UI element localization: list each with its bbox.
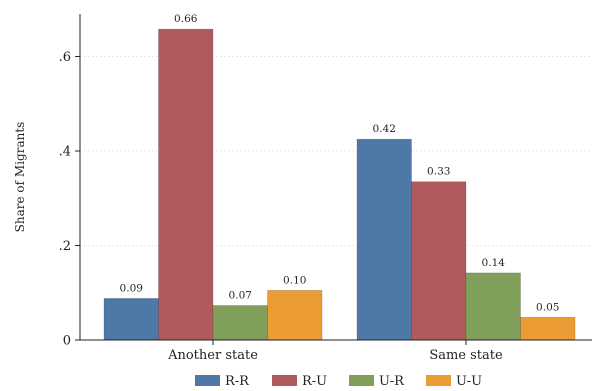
legend-swatch-u-u <box>426 375 451 386</box>
bar-label-another-state-r-r: 0.09 <box>120 282 143 294</box>
legend-label-u-r: U-R <box>379 374 405 389</box>
y-axis-title: Share of Migrants <box>13 122 27 233</box>
bar-label-another-state-u-u: 0.10 <box>283 274 306 286</box>
y-tick-label: .4 <box>59 145 71 160</box>
legend-label-r-u: R-U <box>302 374 327 389</box>
bar-same-state-r-r <box>356 138 412 341</box>
bar-same-state-u-r <box>465 272 521 341</box>
x-category-label: Same state <box>429 348 503 363</box>
legend: R-R R-U U-R U-U <box>195 374 482 389</box>
bar-another-state-r-u <box>158 28 214 341</box>
bar-same-state-u-u <box>520 317 576 341</box>
legend-swatch-r-r <box>195 375 220 386</box>
bar-label-same-state-u-u: 0.05 <box>536 301 559 313</box>
bar-label-another-state-r-u: 0.66 <box>174 13 198 25</box>
legend-label-u-u: U-U <box>456 374 482 389</box>
bar-label-same-state-r-r: 0.42 <box>373 123 396 135</box>
x-axis-categories: Another state Same state <box>167 340 503 363</box>
bar-value-labels: 0.09 0.66 0.07 0.10 0.42 0.33 0.14 0.05 <box>120 13 560 313</box>
bar-another-state-u-u <box>267 290 323 341</box>
bar-another-state-u-r <box>212 305 268 341</box>
legend-swatch-u-r <box>349 375 374 386</box>
y-tick-label: .2 <box>59 239 71 254</box>
bars <box>103 28 576 341</box>
y-tick-label: .6 <box>59 50 71 65</box>
gridlines <box>80 56 592 246</box>
y-axis-ticks: 0 .2 .4 .6 <box>59 50 80 349</box>
legend-swatch-r-u <box>272 375 297 386</box>
x-category-label: Another state <box>167 348 258 363</box>
bar-label-another-state-u-r: 0.07 <box>229 290 252 302</box>
bar-another-state-r-r <box>103 298 159 341</box>
y-tick-label: 0 <box>63 334 71 349</box>
bar-same-state-r-u <box>411 181 467 341</box>
legend-label-r-r: R-R <box>225 374 250 389</box>
bar-label-same-state-u-r: 0.14 <box>482 257 506 269</box>
bar-label-same-state-r-u: 0.33 <box>427 166 450 178</box>
